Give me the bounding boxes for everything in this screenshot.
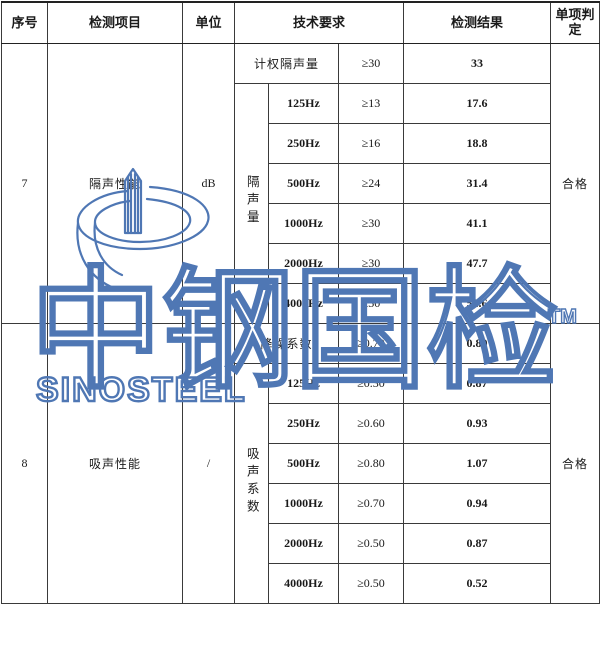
- cell-subhead: 计权隔声量: [234, 43, 339, 84]
- cell-requirement: ≥0.30: [338, 363, 404, 404]
- cell-result: 0.87: [403, 523, 551, 564]
- table-row: 吸声系数 125Hz ≥0.30 0.87: [2, 363, 600, 604]
- cell-frequency: 2000Hz: [268, 243, 339, 284]
- cell-frequency: 2000Hz: [268, 523, 339, 564]
- cell-requirement: ≥13: [338, 83, 404, 124]
- table-row: 7 隔声性能 dB 计权隔声量 ≥30 33 合格: [1, 43, 600, 324]
- cell-result: 41.1: [403, 203, 551, 244]
- cell-frequency: 4000Hz: [268, 283, 339, 324]
- cell-requirement: ≥24: [338, 163, 404, 204]
- table-row: 250Hz ≥16 18.8: [2, 123, 600, 164]
- cell-requirement: ≥0.80: [338, 443, 404, 484]
- group-label-text: 隔声量: [244, 175, 259, 228]
- cell-requirement: ≥30: [338, 243, 404, 284]
- cell-requirement: ≥0.70: [338, 323, 404, 364]
- table-row: 4000Hz ≥0.50 0.52: [2, 563, 600, 604]
- cell-frequency: 500Hz: [268, 443, 339, 484]
- table-row: 1000Hz ≥30 41.1: [2, 203, 600, 244]
- cell-result: 0.52: [403, 563, 551, 604]
- table-row: 1000Hz ≥0.70 0.94: [2, 483, 600, 524]
- cell-requirement: ≥16: [338, 123, 404, 164]
- cell-frequency: 1000Hz: [268, 483, 339, 524]
- cell-requirement: ≥30: [338, 283, 404, 324]
- cell-result: 0.93: [403, 403, 551, 444]
- cell-requirement: ≥0.60: [338, 403, 404, 444]
- cell-frequency: 250Hz: [268, 123, 339, 164]
- header-item: 检测项目: [47, 1, 183, 44]
- table-body: 7 隔声性能 dB 计权隔声量 ≥30 33 合格 隔声量 125Hz ≥13 …: [1, 43, 600, 604]
- header-result: 检测结果: [403, 1, 551, 44]
- table-row: 500Hz ≥24 31.4: [2, 163, 600, 204]
- cell-result: 0.94: [403, 483, 551, 524]
- cell-result: 0.87: [403, 363, 551, 404]
- cell-item: 吸声性能: [47, 323, 183, 604]
- cell-seq: 8: [1, 323, 48, 604]
- table-row: 8 吸声性能 / 降噪系数 ≥0.70 0.80 合格: [1, 323, 600, 604]
- cell-frequency: 125Hz: [268, 363, 339, 404]
- cell-frequency: 250Hz: [268, 403, 339, 444]
- cell-frequency: 125Hz: [268, 83, 339, 124]
- header-requirement: 技术要求: [234, 1, 404, 44]
- table-row: 隔声量 125Hz ≥13 17.6: [2, 83, 600, 324]
- cell-group-label: 隔声量: [234, 83, 269, 324]
- cell-item: 隔声性能: [47, 43, 183, 324]
- cell-frequency: 1000Hz: [268, 203, 339, 244]
- cell-result: 0.80: [403, 323, 551, 364]
- cell-requirement: ≥0.50: [338, 523, 404, 564]
- header-verdict: 单项判定: [550, 1, 600, 44]
- cell-verdict: 合格: [550, 43, 600, 324]
- table-row: 2000Hz ≥30 47.7: [2, 243, 600, 284]
- table-header-row: 序号 检测项目 单位 技术要求 检测结果 单项判定: [1, 1, 600, 44]
- cell-unit: /: [182, 323, 235, 604]
- cell-requirement: ≥0.50: [338, 563, 404, 604]
- cell-seq: 7: [1, 43, 48, 324]
- cell-frequency: 4000Hz: [268, 563, 339, 604]
- cell-group-label: 吸声系数: [234, 363, 269, 604]
- table-row: 250Hz ≥0.60 0.93: [2, 403, 600, 444]
- cell-result: 47.7: [403, 243, 551, 284]
- cell-result: 18.8: [403, 123, 551, 164]
- test-result-table: 序号 检测项目 单位 技术要求 检测结果 单项判定 7 隔声性能 dB 计权隔声…: [1, 1, 600, 604]
- table-row: 4000Hz ≥30 51.6: [2, 283, 600, 324]
- cell-result: 33: [403, 43, 551, 84]
- cell-frequency: 500Hz: [268, 163, 339, 204]
- cell-result: 31.4: [403, 163, 551, 204]
- cell-result: 1.07: [403, 443, 551, 484]
- cell-requirement: ≥30: [338, 203, 404, 244]
- group-label-text: 吸声系数: [244, 446, 259, 517]
- cell-subhead: 降噪系数: [234, 323, 339, 364]
- header-unit: 单位: [182, 1, 235, 44]
- cell-result: 17.6: [403, 83, 551, 124]
- cell-requirement: ≥30: [338, 43, 404, 84]
- cell-unit: dB: [182, 43, 235, 324]
- table-row: 500Hz ≥0.80 1.07: [2, 443, 600, 484]
- cell-requirement: ≥0.70: [338, 483, 404, 524]
- header-seq: 序号: [1, 1, 48, 44]
- cell-result: 51.6: [403, 283, 551, 324]
- table-header: 序号 检测项目 单位 技术要求 检测结果 单项判定: [1, 1, 600, 44]
- cell-verdict: 合格: [550, 323, 600, 604]
